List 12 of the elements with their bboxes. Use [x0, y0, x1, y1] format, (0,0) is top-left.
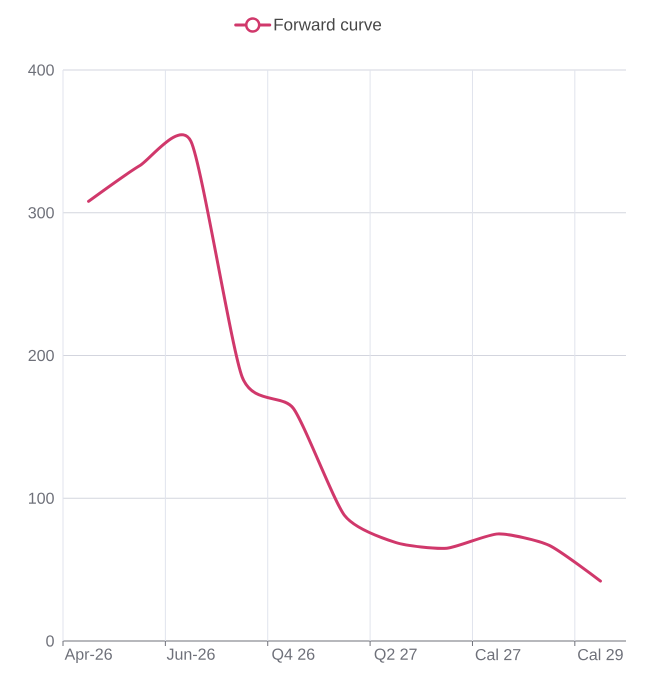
x-tick-label: Q2 27 — [374, 648, 417, 663]
x-tick-label: Q4 26 — [272, 648, 314, 663]
y-tick-label: 400 — [28, 64, 54, 76]
x-tick-label: Jun-26 — [166, 648, 215, 660]
legend-label: Forward curve — [274, 18, 382, 31]
y-tick-label: 300 — [28, 207, 54, 218]
y-tick-label: 200 — [28, 350, 54, 362]
y-tick-label: 100 — [29, 492, 54, 504]
x-tick-label: Cal 29 — [578, 648, 623, 660]
x-tick-label: Cal 27 — [476, 648, 520, 660]
x-tick-label: Apr-26 — [64, 648, 112, 664]
y-tick-label: 0 — [46, 635, 54, 647]
